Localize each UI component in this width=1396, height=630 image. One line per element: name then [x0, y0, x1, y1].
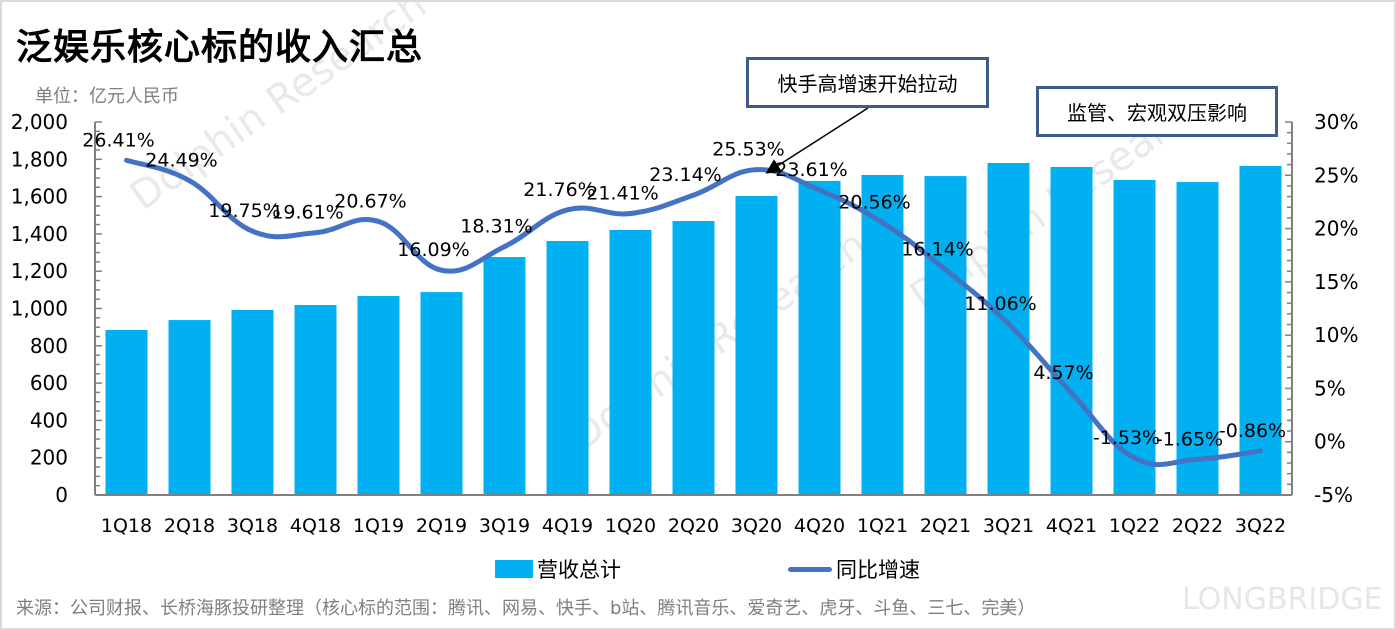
y-left-tick-label: 1,200 [11, 259, 68, 283]
unit-label: 单位：亿元人民币 [35, 86, 179, 107]
bar-1Q21 [861, 174, 904, 495]
x-tick-label: 3Q21 [983, 515, 1034, 537]
x-tick-label: 3Q20 [731, 515, 782, 537]
growth-data-label: -1.53% [1093, 427, 1160, 449]
growth-data-label: 21.41% [586, 183, 658, 205]
x-tick-label: 4Q19 [542, 515, 593, 537]
growth-data-label: -0.86% [1219, 420, 1286, 442]
x-tick-label: 1Q18 [101, 515, 152, 537]
annotation-arrow [765, 107, 869, 174]
growth-data-label: 24.49% [145, 150, 217, 172]
x-tick-label: 2Q18 [164, 515, 215, 537]
growth-data-label: 21.76% [523, 179, 595, 201]
bar-2Q19 [420, 292, 463, 495]
legend-item-growth: 同比增速 [788, 554, 920, 584]
legend-label-revenue: 营收总计 [537, 558, 621, 582]
arrow-line [765, 107, 869, 174]
growth-data-label: 16.09% [397, 239, 469, 261]
legend-item-revenue: 营收总计 [495, 554, 621, 584]
y-left-tick-label: 2,000 [11, 110, 68, 134]
growth-data-label: 18.31% [460, 216, 532, 238]
chart-svg: 0 200 400 600 800 1,000 1,200 1,400 1,600 1,800 2,… [11, 107, 1359, 537]
y-left-tick-label: 1,600 [11, 185, 68, 209]
x-tick-label: 3Q18 [227, 515, 278, 537]
bar-1Q19 [357, 296, 400, 495]
growth-data-label: 19.61% [271, 202, 343, 224]
y-right-tick-label: 25% [1314, 163, 1358, 187]
growth-data-label: 16.14% [901, 239, 973, 261]
line-series [124, 157, 1263, 468]
bar-4Q21 [1050, 166, 1093, 495]
y-right-tick-label: 30% [1314, 110, 1358, 134]
growth-data-label: 25.53% [712, 139, 784, 161]
x-tick-label: 4Q18 [290, 515, 341, 537]
y-right-tick-label: 20% [1314, 217, 1358, 241]
x-tick-label: 1Q22 [1109, 515, 1160, 537]
legend-label-growth: 同比增速 [836, 558, 920, 582]
growth-data-label: 23.61% [775, 159, 847, 181]
y-left-tick-label: 400 [30, 408, 68, 432]
y-left-tick-label: 1,800 [11, 147, 68, 171]
x-tick-label: 3Q19 [479, 515, 530, 537]
bar-3Q18 [231, 309, 274, 495]
x-tick-label: 4Q21 [1046, 515, 1097, 537]
bar-3Q19 [483, 257, 526, 495]
chart-title: 泛娱乐核心标的收入汇总 [16, 27, 424, 68]
x-tick-label: 4Q20 [794, 515, 845, 537]
bar-series [105, 163, 1282, 496]
growth-data-label: 23.14% [649, 164, 721, 186]
y-right-tick-label: 15% [1314, 270, 1358, 294]
x-tick-label: 2Q19 [416, 515, 467, 537]
data-labels: 26.41%24.49% 19.75%19.61%20.67% 16.09%18.3… [82, 129, 1286, 450]
bar-1Q18 [105, 329, 148, 495]
x-tick-label: 3Q22 [1235, 515, 1286, 537]
legend-swatch-bar [495, 560, 533, 578]
y-left-tick-label: 800 [30, 334, 68, 358]
annotation-regulation: 监管、宏观双压影响 [1036, 86, 1278, 137]
x-tick-label: 1Q20 [605, 515, 656, 537]
bar-2Q20 [672, 221, 715, 495]
growth-data-label: 11.06% [964, 293, 1036, 315]
bar-3Q20 [735, 196, 778, 495]
growth-data-label: 4.57% [1033, 362, 1093, 384]
source-note: 来源：公司财报、长桥海豚投研整理（核心标的范围：腾讯、网易、快手、b站、腾讯音乐… [16, 598, 1036, 619]
y-left-tick-label: 0 [55, 483, 68, 507]
bar-2Q22 [1176, 182, 1219, 496]
bar-3Q22 [1239, 166, 1282, 495]
y-right-tick-label: -5% [1314, 483, 1353, 507]
bar-1Q22 [1113, 180, 1156, 495]
y-left-tick-label: 1,000 [11, 297, 68, 321]
y-right-tick-label: 5% [1314, 376, 1346, 400]
annotation-kuaishou: 快手高增速开始拉动 [746, 57, 989, 108]
growth-data-label: -1.65% [1156, 428, 1223, 450]
legend-swatch-line [788, 566, 832, 572]
bar-3Q21 [987, 163, 1030, 495]
bar-4Q20 [798, 180, 841, 495]
x-tick-label: 2Q22 [1172, 515, 1223, 537]
bar-1Q20 [609, 229, 652, 495]
bar-2Q21 [924, 176, 967, 495]
growth-data-label: 26.41% [82, 129, 154, 151]
growth-data-label: 20.67% [334, 190, 406, 212]
axes: 0 200 400 600 800 1,000 1,200 1,400 1,600 1,800 2,… [11, 110, 1359, 537]
y-left-tick-label: 200 [30, 446, 68, 470]
y-right-tick-label: 10% [1314, 323, 1358, 347]
x-tick-label: 2Q20 [668, 515, 719, 537]
x-tick-label: 1Q21 [857, 515, 908, 537]
x-tick-label: 1Q19 [353, 515, 404, 537]
growth-data-label: 20.56% [838, 192, 910, 214]
y-left-tick-label: 600 [30, 371, 68, 395]
y-left-tick-label: 1,400 [11, 222, 68, 246]
bar-4Q19 [546, 240, 589, 495]
growth-data-label: 19.75% [208, 200, 280, 222]
bar-2Q18 [168, 320, 211, 495]
bar-4Q18 [294, 304, 337, 495]
y-right-tick-label: 0% [1314, 430, 1346, 454]
x-tick-label: 2Q21 [920, 515, 971, 537]
